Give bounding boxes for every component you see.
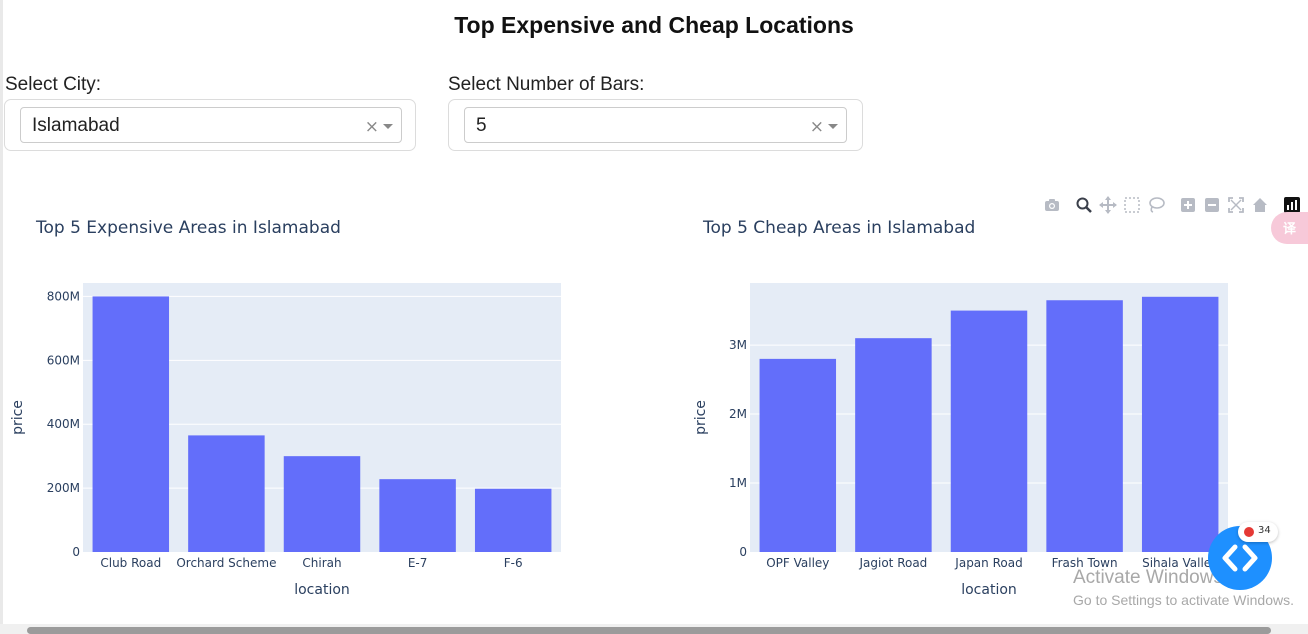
x-tick-label: Club Road [100,556,161,570]
lasso-icon[interactable] [1147,196,1165,214]
chart-title: Top 5 Expensive Areas in Islamabad [35,218,341,238]
chevron-down-icon[interactable] [828,124,838,129]
bar [950,310,1028,552]
chevron-down-icon[interactable] [383,124,393,129]
y-axis-label: price [10,400,26,435]
bar [1141,296,1219,552]
reset-axes-icon[interactable] [1251,196,1269,214]
badge-count: 34 [1258,525,1271,536]
city-dropdown-value: Islamabad [32,115,120,136]
translate-button[interactable]: 译 [1271,212,1308,244]
bar [855,338,932,552]
pan-icon[interactable] [1099,196,1117,214]
x-tick-label: Frash Town [1052,556,1118,570]
bars-label: Select Number of Bars: [448,74,645,95]
bars-dropdown[interactable]: 5 × [464,107,847,143]
chart-modebar [1040,196,1302,216]
city-control-card: Islamabad × [4,99,416,151]
y-tick-label: 800M [47,289,80,303]
activate-windows-title: Activate Windows [1073,567,1223,588]
bar [283,456,361,552]
clear-icon[interactable]: × [809,117,824,137]
zoom-out-icon[interactable] [1203,196,1221,214]
city-dropdown[interactable]: Islamabad × [20,107,402,143]
y-axis-label: price [693,400,709,435]
y-tick-label: 400M [47,417,80,431]
y-tick-label: 1M [729,476,747,490]
plotly-logo-icon[interactable] [1283,196,1301,214]
clear-icon[interactable]: × [364,117,379,137]
x-tick-label: F-6 [504,556,523,570]
zoom-icon[interactable] [1075,196,1093,214]
bar [188,435,265,552]
record-dot-icon [1244,527,1254,537]
x-tick-label: Orchard Scheme [176,556,276,570]
y-tick-label: 200M [47,481,80,495]
city-label: Select City: [5,74,102,95]
activate-windows-subtitle: Go to Settings to activate Windows. [1073,592,1294,608]
page-title: Top Expensive and Cheap Locations [454,12,854,38]
autoscale-icon[interactable] [1227,196,1245,214]
recording-badge: 34 [1238,522,1278,542]
horizontal-scrollbar-thumb[interactable] [27,627,1271,634]
bar [92,296,170,552]
x-tick-label: Sihala Valley [1142,556,1218,570]
x-tick-label: Japan Road [954,556,1022,570]
bars-control-card: 5 × [448,99,863,151]
bars-dropdown-value: 5 [476,115,487,136]
bar [759,358,837,552]
bar [474,488,552,552]
window-edge [0,0,3,634]
cheap-areas-chart: Top 5 Cheap Areas in Islamabad 0 1M 2M 3M OPF… [693,218,1228,598]
x-axis-label: location [961,582,1017,598]
y-tick-label: 0 [739,545,747,559]
chart-title: Top 5 Cheap Areas in Islamabad [702,218,975,238]
x-tick-label: Chirah [302,556,341,570]
zoom-in-icon[interactable] [1179,196,1197,214]
translate-icon: 译 [1283,222,1297,237]
x-tick-label: Jagiot Road [858,556,927,570]
camera-icon[interactable] [1043,196,1061,214]
y-tick-label: 0 [72,545,80,559]
box-select-icon[interactable] [1123,196,1141,214]
bar [1046,300,1123,552]
y-tick-label: 2M [729,407,747,421]
y-tick-label: 3M [729,338,747,352]
code-icon [1222,544,1258,572]
expensive-areas-chart: Top 5 Expensive Areas in Islamabad 0 200M 4… [10,218,561,598]
bar [379,479,456,552]
x-tick-label: E-7 [408,556,428,570]
x-tick-label: OPF Valley [766,556,829,570]
x-axis-label: location [294,582,350,598]
y-tick-label: 600M [47,353,80,367]
